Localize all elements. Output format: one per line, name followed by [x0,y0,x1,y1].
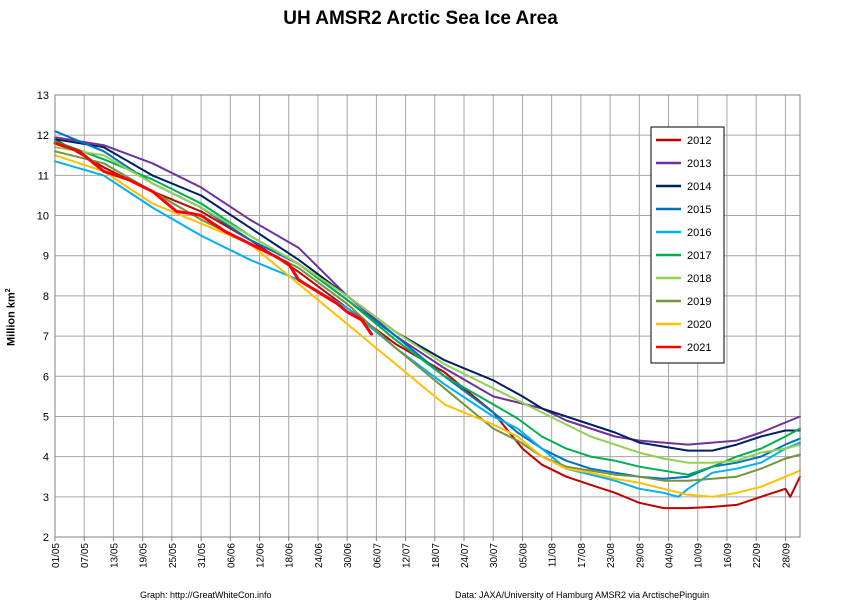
x-tick-label: 25/05 [168,543,179,568]
y-tick-label: 6 [43,371,49,383]
y-tick-label: 3 [43,492,49,504]
x-tick-label: 22/09 [752,543,763,568]
x-tick-label: 12/07 [402,543,413,568]
chart-title: UH AMSR2 Arctic Sea Ice Area [283,8,558,29]
y-tick-label: 2 [43,532,49,544]
x-tick-label: 10/09 [694,543,705,568]
x-axis-ticks: 01/05 07/05 13/05 19/05 25/05 31/05 06/06 12/06… [51,537,792,568]
x-tick-label: 06/06 [226,543,237,568]
legend-label-2013: 2013 [687,158,711,170]
legend-label-2021: 2021 [687,342,711,354]
legend-label-2019: 2019 [687,296,711,308]
legend-label-2016: 2016 [687,227,711,239]
y-tick-label: 5 [43,411,49,423]
legend-label-2012: 2012 [687,135,711,147]
series-line-2016 [54,160,801,498]
x-tick-label: 29/08 [635,543,646,568]
y-tick-label: 4 [43,452,49,464]
series-line-2017 [54,140,801,476]
legend-label-2018: 2018 [687,273,711,285]
series-line-2013 [54,136,801,446]
legend-label-2017: 2017 [687,250,711,262]
series-line-2021 [53,141,373,336]
y-tick-label: 7 [43,331,49,343]
x-tick-label: 16/09 [723,543,734,568]
x-tick-label: 11/08 [548,543,559,568]
x-tick-label: 31/05 [197,543,208,568]
x-tick-label: 06/07 [372,543,383,568]
legend-label-2015: 2015 [687,204,711,216]
y-axis-ticks: 2 3 4 5 6 7 8 9 10 11 12 13 [37,90,49,544]
footer-credit-graph: Graph: http://GreatWhiteCon.info [140,590,272,600]
x-tick-label: 19/05 [139,543,150,568]
x-tick-label: 05/08 [518,543,529,568]
x-tick-label: 17/08 [577,543,588,568]
plot-frame [54,94,801,538]
legend-label-2014: 2014 [687,181,711,193]
y-tick-label: 13 [37,90,49,102]
y-tick-label: 8 [43,291,49,303]
series-lines [53,130,801,510]
legend: 2012 2013 2014 2015 2016 2017 2018 2019 2020 2021 [650,126,725,364]
x-tick-label: 18/06 [285,543,296,568]
footer-credit-data: Data: JAXA/University of Hamburg AMSR2 v… [455,590,710,600]
series-line-2014 [54,138,801,452]
x-tick-label: 07/05 [80,543,91,568]
x-tick-label: 04/09 [665,543,676,568]
x-tick-label: 12/06 [256,543,267,568]
x-tick-label: 30/07 [489,543,500,568]
x-tick-label: 24/07 [460,543,471,568]
x-tick-label: 01/05 [51,543,62,568]
x-tick-label: 18/07 [431,543,442,568]
y-tick-label: 10 [37,211,49,223]
x-tick-label: 13/05 [109,543,120,568]
y-tick-label: 11 [38,170,49,182]
x-tick-label: 24/06 [314,543,325,568]
x-tick-label: 28/09 [781,543,792,568]
y-tick-label: 9 [43,251,49,263]
y-tick-label: 12 [37,130,49,142]
legend-label-2020: 2020 [687,319,711,331]
x-tick-label: 30/06 [343,543,354,568]
x-tick-label: 23/08 [606,543,617,568]
series-line-2018 [54,146,801,464]
